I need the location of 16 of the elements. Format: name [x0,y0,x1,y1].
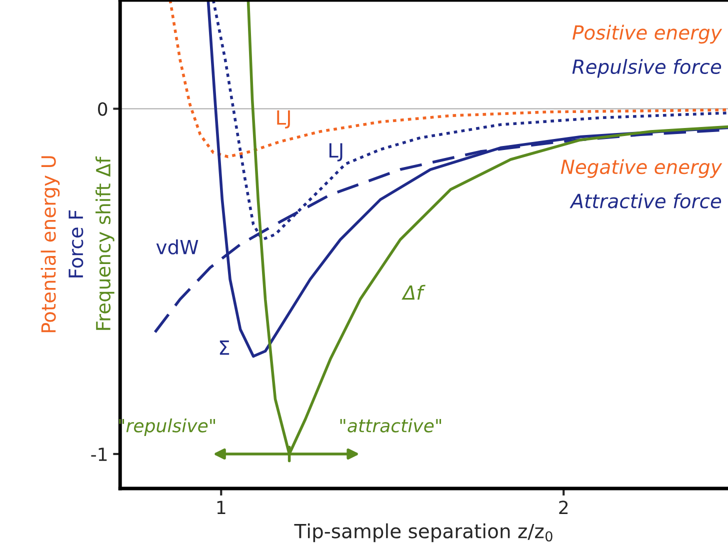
annotation: Repulsive force [572,58,722,78]
annotation: Attractive force [570,193,722,208]
series-label: LJ [329,143,342,162]
series-label: Σ [220,340,230,355]
annotation: Positive energy [572,24,722,44]
x-tick-label: 2 [559,500,568,514]
x-axis-title: Tip-sample separation z/z$_{0}$ [294,523,552,542]
y-axis-title: Potential energy U Force F Frequency shift Δf [40,156,114,332]
series-label: Δf [402,284,426,300]
series-label: vdW [156,239,198,254]
series-label: LJ [277,110,290,128]
annotation: "attractive" [340,418,442,432]
y-tick-label: 0 [98,102,108,116]
y-tick-label: -1 [91,448,107,461]
annotation: Negative energy [560,159,722,178]
x-tick-label: 1 [217,500,226,514]
